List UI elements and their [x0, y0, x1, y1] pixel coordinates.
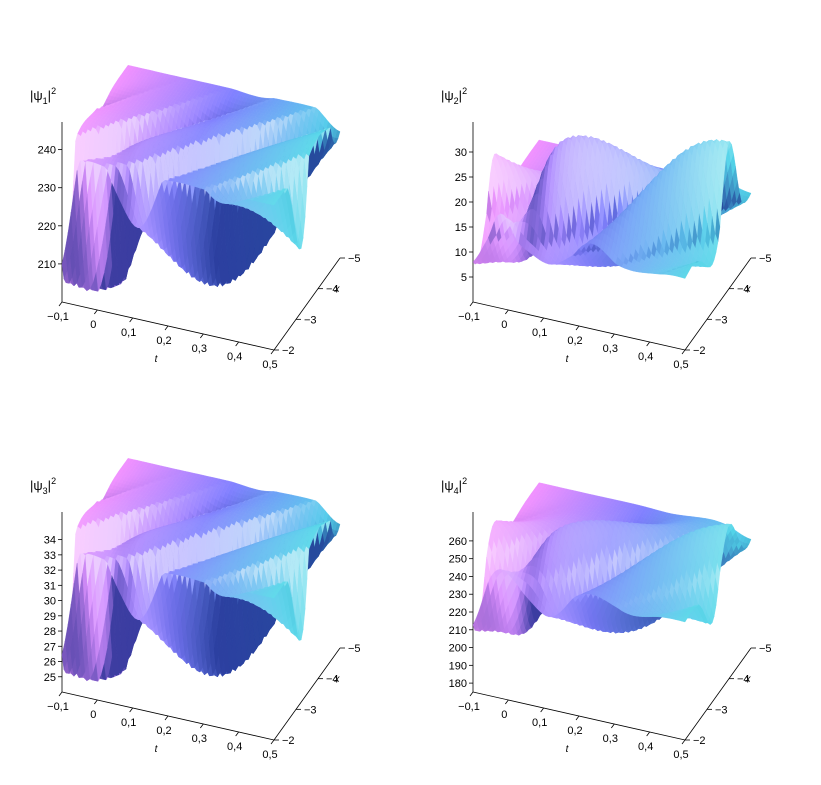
- x-tick-label: −3: [304, 314, 317, 326]
- t-axis-label: t: [566, 354, 570, 365]
- x-tick-label: −5: [348, 253, 361, 265]
- z-tick-label: 20: [455, 197, 467, 209]
- surface-svg: 240230220210−0,100,10,20,30,40,5−2−3−4−5…: [0, 0, 410, 390]
- z-tick-label: 33: [44, 550, 56, 562]
- x-tick-label: −5: [759, 253, 772, 265]
- x-tick-label: −3: [304, 704, 317, 716]
- t-tick-label: −0,1: [458, 311, 480, 323]
- t-tick-label: 0,5: [262, 359, 277, 371]
- t-tick-label: 0,4: [638, 351, 653, 363]
- surface-mesh: [62, 458, 340, 681]
- t-tick-label: 0,3: [603, 343, 618, 355]
- t-tick: [94, 700, 97, 704]
- t-tick-label: 0,1: [121, 717, 136, 729]
- t-tick: [505, 310, 508, 314]
- surface-mesh: [473, 135, 751, 278]
- z-tick-label: 210: [38, 259, 56, 271]
- t-tick-label: 0: [90, 319, 96, 331]
- z-tick-label: 240: [38, 145, 56, 157]
- z-tick-label: 30: [44, 596, 56, 608]
- x-axis-label: x: [334, 284, 341, 295]
- t-tick: [165, 716, 168, 720]
- t-tick-label: 0: [90, 709, 96, 721]
- surface-svg: 30252015105−0,100,10,20,30,40,5−2−3−4−5t…: [411, 0, 821, 390]
- x-tick-label: −2: [282, 345, 295, 357]
- t-tick: [236, 732, 239, 736]
- t-tick: [271, 350, 274, 354]
- t-tick: [59, 692, 62, 696]
- t-tick-label: 0,2: [156, 335, 171, 347]
- x-axis: [274, 258, 340, 350]
- t-tick: [682, 350, 685, 354]
- t-tick-label: 0,4: [227, 741, 242, 753]
- t-tick-label: 0,3: [192, 343, 207, 355]
- t-tick: [236, 342, 239, 346]
- t-tick-label: 0,4: [227, 351, 242, 363]
- t-tick-label: 0,3: [192, 733, 207, 745]
- t-tick-label: 0,5: [262, 749, 277, 761]
- t-tick-label: 0,1: [121, 327, 136, 339]
- z-tick-label: 25: [44, 672, 56, 684]
- x-tick-label: −5: [348, 643, 361, 655]
- t-tick: [59, 302, 62, 306]
- t-tick-label: 0,2: [567, 335, 582, 347]
- z-tick-label: 32: [44, 565, 56, 577]
- t-axis-label: t: [155, 354, 159, 365]
- z-tick-label: 30: [455, 147, 467, 159]
- t-tick: [200, 724, 203, 728]
- t-tick: [130, 708, 133, 712]
- x-axis: [274, 648, 340, 740]
- z-tick-label: 31: [44, 580, 56, 592]
- z-tick-label: 25: [455, 172, 467, 184]
- t-tick-label: −0,1: [47, 701, 69, 713]
- t-tick: [200, 334, 203, 338]
- t-tick-label: 0,5: [673, 359, 688, 371]
- t-tick: [647, 342, 650, 346]
- surface-svg: 34 33 32 31 30 29 28 27 26 25 −0,1 0 0,1 0,2 0,3 0,4 0,5…: [0, 390, 410, 780]
- x-axis-label: x: [334, 674, 341, 685]
- x-tick-label: −3: [715, 314, 728, 326]
- z-tick-label: 26: [44, 657, 56, 669]
- x-tick-label: −2: [693, 345, 706, 357]
- t-tick-label: 0: [501, 319, 507, 331]
- t-tick: [541, 318, 544, 322]
- t-tick-label: 0,1: [532, 327, 547, 339]
- z-tick-label: 10: [455, 247, 467, 259]
- t-tick: [130, 318, 133, 322]
- surface-plot-psi3: 34 33 32 31 30 29 28 27 26 25 −0,1 0 0,1 0,2 0,3 0,4 0,5…: [0, 390, 410, 780]
- z-tick-label: 29: [44, 611, 56, 623]
- t-tick: [470, 302, 473, 306]
- x-tick-label: −2: [282, 735, 295, 747]
- x-axis: [685, 258, 751, 350]
- t-tick: [165, 326, 168, 330]
- z-tick-label: 28: [44, 626, 56, 638]
- t-tick-label: 0,2: [156, 725, 171, 737]
- t-tick-label: −0,1: [47, 311, 69, 323]
- t-tick: [94, 310, 97, 314]
- z-tick-label: 34: [44, 535, 56, 547]
- z-axis-label: |ψ3|2: [30, 476, 56, 496]
- t-tick: [611, 334, 614, 338]
- z-tick-label: 5: [461, 272, 467, 284]
- x-axis-label: x: [745, 284, 752, 295]
- t-tick: [271, 740, 274, 744]
- t-axis-label: t: [155, 744, 159, 755]
- surface-mesh: [62, 65, 340, 291]
- t-tick: [576, 326, 579, 330]
- z-tick-label: 230: [38, 183, 56, 195]
- z-tick-label: 15: [455, 222, 467, 234]
- z-axis-label: |ψ1|2: [30, 86, 56, 106]
- z-axis-label: |ψ2|2: [441, 86, 467, 106]
- z-tick-label: 220: [38, 221, 56, 233]
- z-tick-label: 27: [44, 641, 56, 653]
